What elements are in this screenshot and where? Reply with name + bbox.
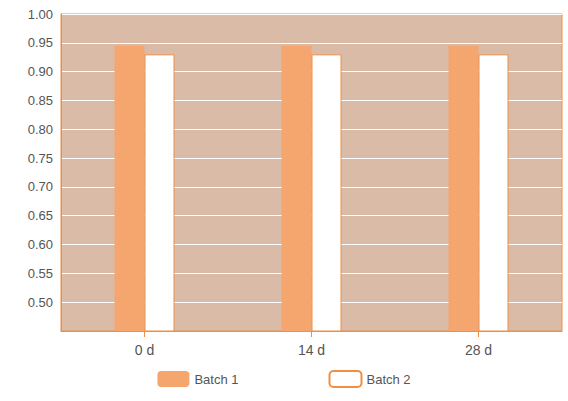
- svg-text:0.75: 0.75: [28, 151, 53, 166]
- svg-text:0.65: 0.65: [28, 208, 53, 223]
- svg-text:Batch 2: Batch 2: [367, 372, 411, 387]
- svg-text:0.60: 0.60: [28, 237, 53, 252]
- svg-text:0.80: 0.80: [28, 122, 53, 137]
- svg-text:0.85: 0.85: [28, 93, 53, 108]
- svg-text:Batch 1: Batch 1: [194, 372, 238, 387]
- svg-text:1.00: 1.00: [28, 7, 53, 22]
- svg-text:0.55: 0.55: [28, 266, 53, 281]
- svg-text:0.50: 0.50: [28, 295, 53, 310]
- svg-text:0.70: 0.70: [28, 179, 53, 194]
- svg-text:0.90: 0.90: [28, 64, 53, 79]
- svg-text:0 d: 0 d: [135, 342, 154, 358]
- svg-text:14 d: 14 d: [298, 342, 325, 358]
- svg-text:28 d: 28 d: [465, 342, 492, 358]
- svg-text:0.95: 0.95: [28, 35, 53, 50]
